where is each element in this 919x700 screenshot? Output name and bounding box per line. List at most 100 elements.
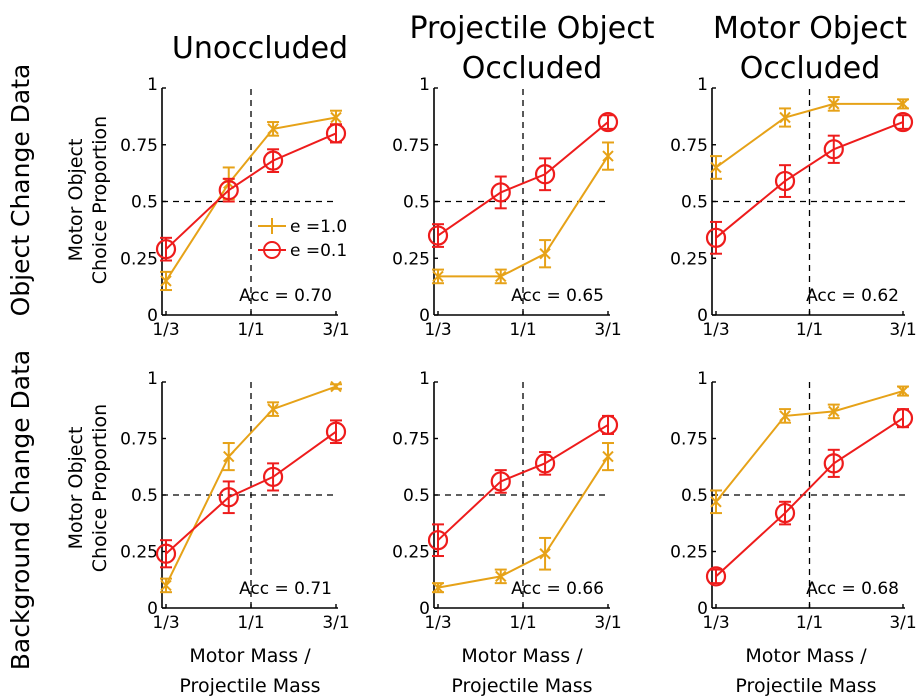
panel-object-projectile-occluded: 0 0.25 0.5 0.75 1 1/3 1/1 3/1 Acc = 0.65 — [392, 75, 622, 340]
legend-label-e01: e =0.1 — [290, 241, 347, 261]
y-tick-label: 0.25 — [670, 249, 708, 269]
y-tick-label: 1 — [147, 369, 158, 389]
y-tick-label: 0.25 — [670, 543, 708, 563]
x-tick-label: 1/3 — [702, 320, 729, 340]
ylabel-top-line2: Choice Proportion — [89, 116, 111, 284]
point-e1 — [897, 98, 909, 110]
point-e1 — [330, 380, 342, 393]
y-tick-label: 0 — [697, 306, 708, 326]
series-line-e1 — [715, 102, 903, 169]
accuracy-label: Acc = 0.65 — [511, 286, 604, 306]
panel-background-unoccluded: 0 0.25 0.5 0.75 1 1/3 1/1 3/1 Acc = 0.71 — [120, 369, 350, 633]
y-tick-label: 1 — [419, 369, 430, 389]
panel-background-projectile-occluded: 0 0.25 0.5 0.75 1 1/3 1/1 3/1 Acc = 0.66 — [392, 369, 622, 633]
point-e1 — [602, 150, 614, 162]
point-e01 — [218, 487, 239, 508]
point-e01 — [427, 225, 449, 246]
panel-background-motor-occluded: 0 0.25 0.5 0.75 1 1/3 1/1 3/1 Acc = 0.68 — [670, 369, 917, 633]
x-tick-label: 1/1 — [796, 613, 823, 633]
y-tick-label: 0.5 — [681, 193, 708, 213]
point-e01 — [597, 414, 619, 436]
panel-object-motor-occluded: 0 0.25 0.5 0.75 1 1/3 1/1 3/1 Acc = 0.62 — [670, 75, 917, 340]
point-e1 — [495, 270, 507, 283]
xlabel-col1-line2: Projectile Mass — [179, 675, 320, 697]
ylabel-bottom-line1: Motor Object — [65, 427, 87, 550]
xlabel-col3-line1: Motor Mass / — [745, 645, 867, 667]
y-tick-label: 0.5 — [681, 486, 708, 506]
point-e01 — [534, 164, 556, 185]
y-tick-label: 0.75 — [392, 430, 430, 450]
point-e01 — [490, 182, 511, 203]
accuracy-label: Acc = 0.68 — [806, 579, 899, 599]
y-tick-label: 0.75 — [120, 136, 158, 156]
point-e01 — [705, 227, 727, 248]
point-e1 — [267, 403, 279, 415]
x-tick-label: 1/3 — [702, 613, 729, 633]
point-e1 — [779, 111, 791, 124]
series-line-e1 — [437, 456, 609, 589]
point-e01 — [325, 421, 347, 442]
row-label-background: Background Change Data — [6, 350, 35, 670]
point-e1 — [267, 123, 279, 135]
series-line-e1 — [438, 155, 609, 278]
column-title-unoccluded: Unoccluded — [172, 31, 348, 66]
legend-label-e1: e =1.0 — [290, 217, 347, 237]
xlabel-col2-line2: Projectile Mass — [451, 675, 592, 697]
y-tick-label: 0.75 — [120, 430, 158, 450]
x-tick-label: 1/3 — [424, 320, 451, 340]
x-tick-label: 3/1 — [889, 320, 916, 340]
point-e01 — [534, 453, 556, 474]
point-e1 — [330, 111, 342, 124]
point-e01 — [155, 239, 177, 260]
point-e1 — [539, 548, 551, 560]
x-tick-label: 1/3 — [424, 613, 451, 633]
y-tick-label: 0 — [147, 306, 158, 326]
column-title-motor-line2: Occluded — [740, 51, 881, 86]
y-tick-label: 0.25 — [120, 249, 158, 269]
point-e1 — [495, 570, 507, 583]
x-tick-label: 3/1 — [322, 613, 349, 633]
y-tick-label: 1 — [147, 75, 158, 95]
series-line-e01 — [715, 121, 904, 239]
y-tick-label: 0.5 — [403, 193, 430, 213]
x-tick-label: 1/1 — [237, 320, 264, 340]
y-tick-label: 1 — [697, 369, 708, 389]
point-e1 — [779, 410, 791, 422]
y-tick-label: 0.25 — [120, 543, 158, 563]
x-tick-label: 1/3 — [152, 613, 179, 633]
y-tick-label: 0.5 — [131, 193, 158, 213]
point-e1 — [828, 98, 840, 110]
series-line-e01 — [715, 417, 904, 578]
point-e01 — [490, 471, 511, 492]
x-tick-label: 3/1 — [594, 613, 621, 633]
y-tick-label: 0 — [697, 599, 708, 619]
accuracy-label: Acc = 0.70 — [239, 286, 332, 306]
y-tick-label: 0.25 — [392, 543, 430, 563]
xlabel-col3-line2: Projectile Mass — [735, 675, 876, 697]
x-tick-label: 1/1 — [796, 320, 823, 340]
y-tick-label: 0.5 — [131, 486, 158, 506]
column-title-motor-line1: Motor Object — [713, 11, 907, 46]
y-tick-label: 0.75 — [670, 430, 708, 450]
point-e01 — [218, 180, 239, 201]
point-e01 — [705, 566, 727, 587]
point-e1 — [897, 385, 909, 397]
point-e01 — [325, 123, 347, 144]
y-tick-label: 0.5 — [403, 486, 430, 506]
series-line-e01 — [165, 430, 337, 555]
y-tick-label: 0 — [419, 306, 430, 326]
legend: e =1.0 e =0.1 — [258, 217, 347, 261]
x-tick-label: 1/1 — [509, 613, 536, 633]
y-tick-label: 0.25 — [392, 249, 430, 269]
point-e1 — [710, 496, 722, 508]
y-tick-label: 0.75 — [670, 136, 708, 156]
column-title-projectile-line2: Occluded — [462, 51, 603, 86]
accuracy-label: Acc = 0.71 — [239, 579, 332, 599]
point-e01 — [155, 543, 177, 564]
column-title-projectile-line1: Projectile Object — [409, 11, 654, 46]
y-tick-label: 0 — [419, 599, 430, 619]
series-line-e1 — [165, 385, 337, 586]
point-e1 — [828, 405, 840, 418]
